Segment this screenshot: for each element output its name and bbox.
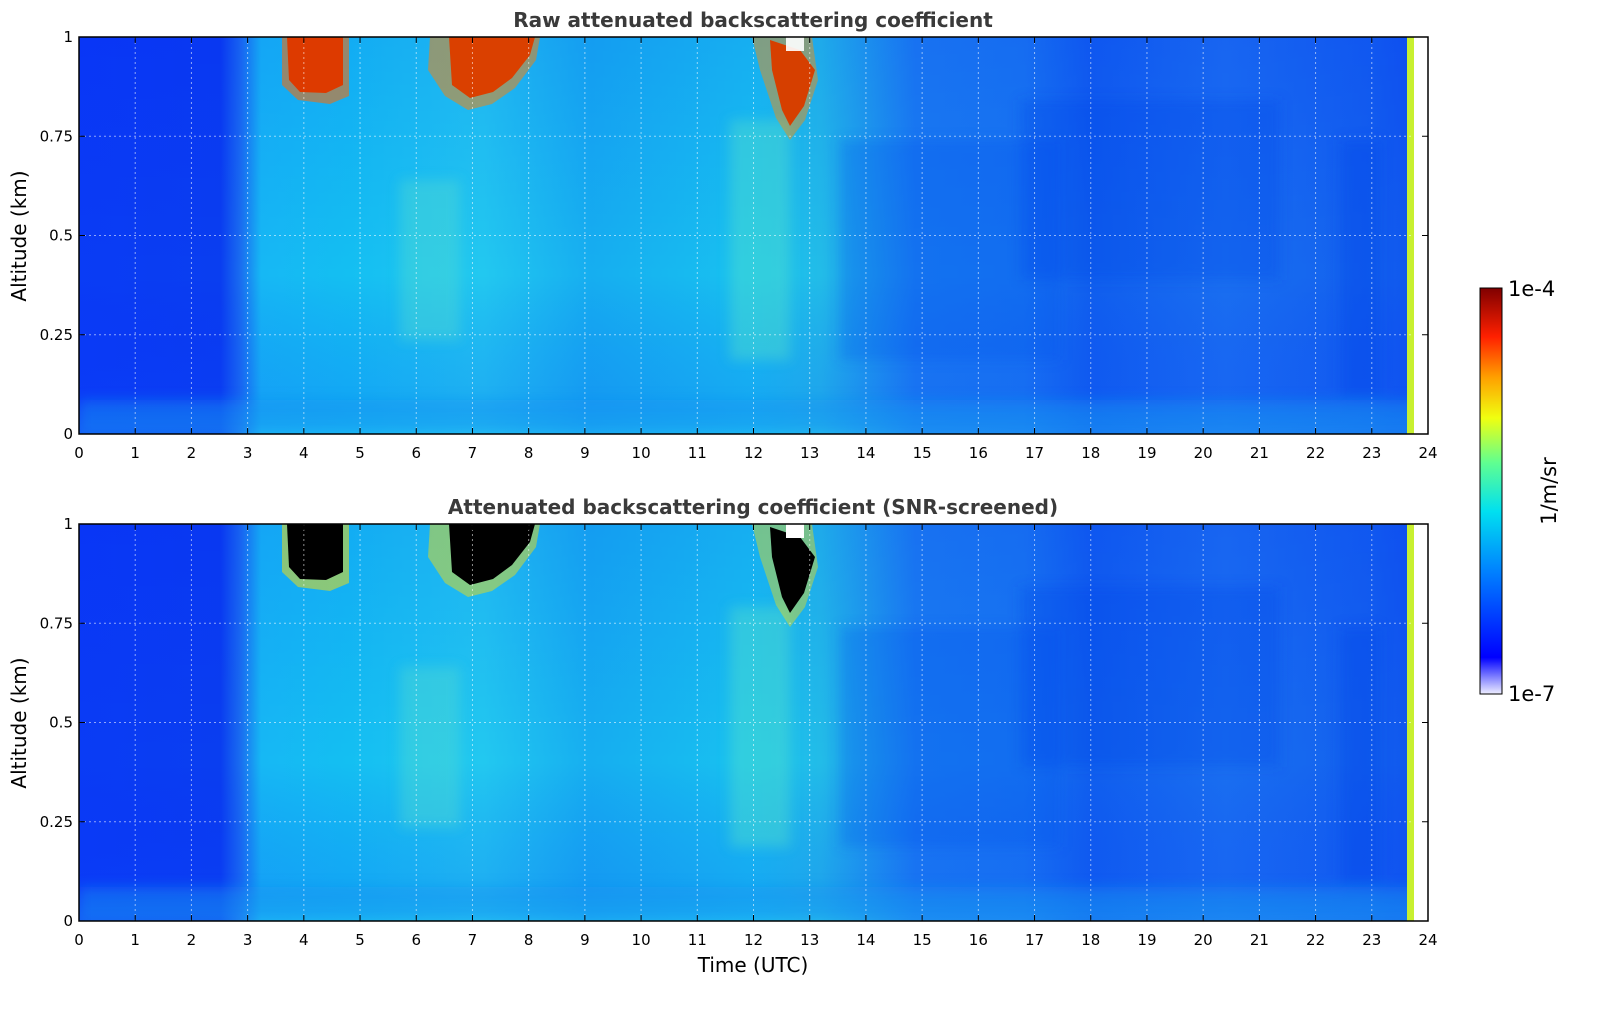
y-axis-label: Altitude (km) (7, 657, 31, 788)
x-tick-label: 2 (187, 444, 197, 462)
x-tick-label: 1 (130, 931, 140, 949)
x-tick-label: 10 (632, 444, 651, 462)
x-tick-label: 12 (744, 931, 763, 949)
x-tick-label: 0 (74, 931, 84, 949)
colorbar-max-label: 1e-4 (1508, 277, 1555, 301)
x-tick-label: 21 (1250, 931, 1269, 949)
x-tick-label: 18 (1081, 444, 1100, 462)
x-tick-label: 5 (355, 931, 365, 949)
x-tick-label: 17 (1025, 444, 1044, 462)
y-tick-label: 0.25 (40, 813, 73, 831)
x-axis-label: Time (UTC) (697, 953, 809, 977)
x-tick-label: 21 (1250, 444, 1269, 462)
x-tick-label: 6 (411, 444, 421, 462)
grid (79, 524, 1428, 921)
x-tick-label: 1 (130, 444, 140, 462)
colorbar: 1e-4 1e-7 1/m/sr (1479, 277, 1561, 706)
x-tick-label: 24 (1418, 444, 1437, 462)
x-tick-label: 10 (632, 931, 651, 949)
x-tick-label: 20 (1194, 931, 1213, 949)
y-tick-label: 0 (63, 912, 73, 930)
cloud-cores (282, 37, 818, 140)
y-tick-label: 0.5 (49, 227, 73, 245)
heatmap-area (79, 524, 1428, 921)
x-tick-label: 15 (913, 931, 932, 949)
x-tick-label: 23 (1362, 931, 1381, 949)
x-tick-label: 9 (580, 931, 590, 949)
x-tick-label: 3 (243, 444, 253, 462)
panel-screened: Attenuated backscattering coefficient (S… (7, 495, 1438, 977)
axis-ticks: 0 1 2 3 4 5 6 7 8 9 10 11 12 13 14 15 16 17 18 19 20 21 22 23 24… (40, 515, 1438, 949)
heatmap-area (79, 37, 1428, 434)
x-tick-label: 22 (1306, 931, 1325, 949)
x-tick-label: 17 (1025, 931, 1044, 949)
x-tick-label: 14 (856, 931, 875, 949)
y-tick-label: 0.75 (40, 614, 73, 632)
y-tick-label: 0.5 (49, 714, 73, 732)
x-tick-label: 2 (187, 931, 197, 949)
y-tick-label: 0.25 (40, 326, 73, 344)
chart-title: Attenuated backscattering coefficient (S… (448, 495, 1058, 519)
x-tick-label: 24 (1418, 931, 1437, 949)
x-tick-label: 7 (468, 444, 478, 462)
x-tick-label: 3 (243, 931, 253, 949)
axis-ticks: 0 1 2 3 4 5 6 7 8 9 10 11 12 13 14 15 16 17 18 19 20 21 22 23 24… (40, 28, 1438, 462)
x-tick-label: 19 (1137, 931, 1156, 949)
y-tick-label: 0 (63, 425, 73, 443)
x-tick-label: 4 (299, 444, 309, 462)
x-tick-label: 6 (411, 931, 421, 949)
y-tick-label: 1 (63, 515, 73, 533)
x-tick-label: 23 (1362, 444, 1381, 462)
x-tick-label: 16 (969, 444, 988, 462)
x-tick-label: 4 (299, 931, 309, 949)
x-tick-label: 13 (800, 444, 819, 462)
y-axis-label: Altitude (km) (7, 170, 31, 301)
colorbar-min-label: 1e-7 (1508, 682, 1555, 706)
x-tick-label: 22 (1306, 444, 1325, 462)
x-tick-label: 7 (468, 931, 478, 949)
y-tick-label: 0.75 (40, 127, 73, 145)
grid (79, 37, 1428, 434)
chart-title: Raw attenuated backscattering coefficien… (513, 8, 993, 32)
x-tick-label: 18 (1081, 931, 1100, 949)
x-tick-label: 8 (524, 931, 534, 949)
x-tick-label: 19 (1137, 444, 1156, 462)
x-tick-label: 11 (688, 444, 707, 462)
x-tick-label: 5 (355, 444, 365, 462)
x-tick-label: 9 (580, 444, 590, 462)
heatmap-texture (79, 100, 1419, 434)
x-tick-label: 8 (524, 444, 534, 462)
y-tick-label: 1 (63, 28, 73, 46)
x-tick-label: 12 (744, 444, 763, 462)
x-tick-label: 13 (800, 931, 819, 949)
heatmap-texture (79, 587, 1419, 921)
x-tick-label: 14 (856, 444, 875, 462)
colorbar-unit-label: 1/m/sr (1537, 457, 1561, 525)
x-tick-label: 11 (688, 931, 707, 949)
x-tick-label: 20 (1194, 444, 1213, 462)
x-tick-label: 0 (74, 444, 84, 462)
x-tick-label: 16 (969, 931, 988, 949)
panel-raw: Raw attenuated backscattering coefficien… (7, 8, 1438, 462)
x-tick-label: 15 (913, 444, 932, 462)
colorbar-gradient (1479, 287, 1503, 695)
screened-regions (282, 524, 818, 627)
